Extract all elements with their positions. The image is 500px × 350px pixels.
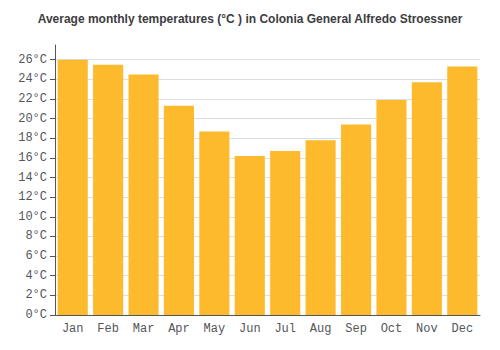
svg-text:8°C: 8°C bbox=[25, 229, 47, 243]
svg-text:14°C: 14°C bbox=[18, 171, 47, 185]
svg-text:Jan: Jan bbox=[62, 322, 84, 336]
svg-text:12°C: 12°C bbox=[18, 190, 47, 204]
svg-text:Sep: Sep bbox=[345, 322, 367, 336]
svg-text:May: May bbox=[204, 322, 226, 336]
svg-text:4°C: 4°C bbox=[25, 269, 47, 283]
svg-text:6°C: 6°C bbox=[25, 249, 47, 263]
svg-text:20°C: 20°C bbox=[18, 112, 47, 126]
svg-text:Apr: Apr bbox=[168, 322, 190, 336]
svg-text:26°C: 26°C bbox=[18, 53, 47, 67]
svg-text:Feb: Feb bbox=[97, 322, 119, 336]
svg-text:22°C: 22°C bbox=[18, 92, 47, 106]
svg-text:Jul: Jul bbox=[274, 322, 296, 336]
svg-text:Jun: Jun bbox=[239, 322, 261, 336]
svg-text:16°C: 16°C bbox=[18, 151, 47, 165]
svg-text:24°C: 24°C bbox=[18, 72, 47, 86]
svg-text:10°C: 10°C bbox=[18, 210, 47, 224]
svg-text:Oct: Oct bbox=[381, 322, 403, 336]
svg-text:0°C: 0°C bbox=[25, 308, 47, 322]
svg-text:18°C: 18°C bbox=[18, 131, 47, 145]
svg-text:2°C: 2°C bbox=[25, 288, 47, 302]
svg-text:Dec: Dec bbox=[451, 322, 473, 336]
svg-text:Mar: Mar bbox=[133, 322, 155, 336]
svg-text:Aug: Aug bbox=[310, 322, 332, 336]
svg-text:Nov: Nov bbox=[416, 322, 438, 336]
svg-text:Average monthly temperatures (: Average monthly temperatures (°C ) in Co… bbox=[38, 12, 463, 26]
